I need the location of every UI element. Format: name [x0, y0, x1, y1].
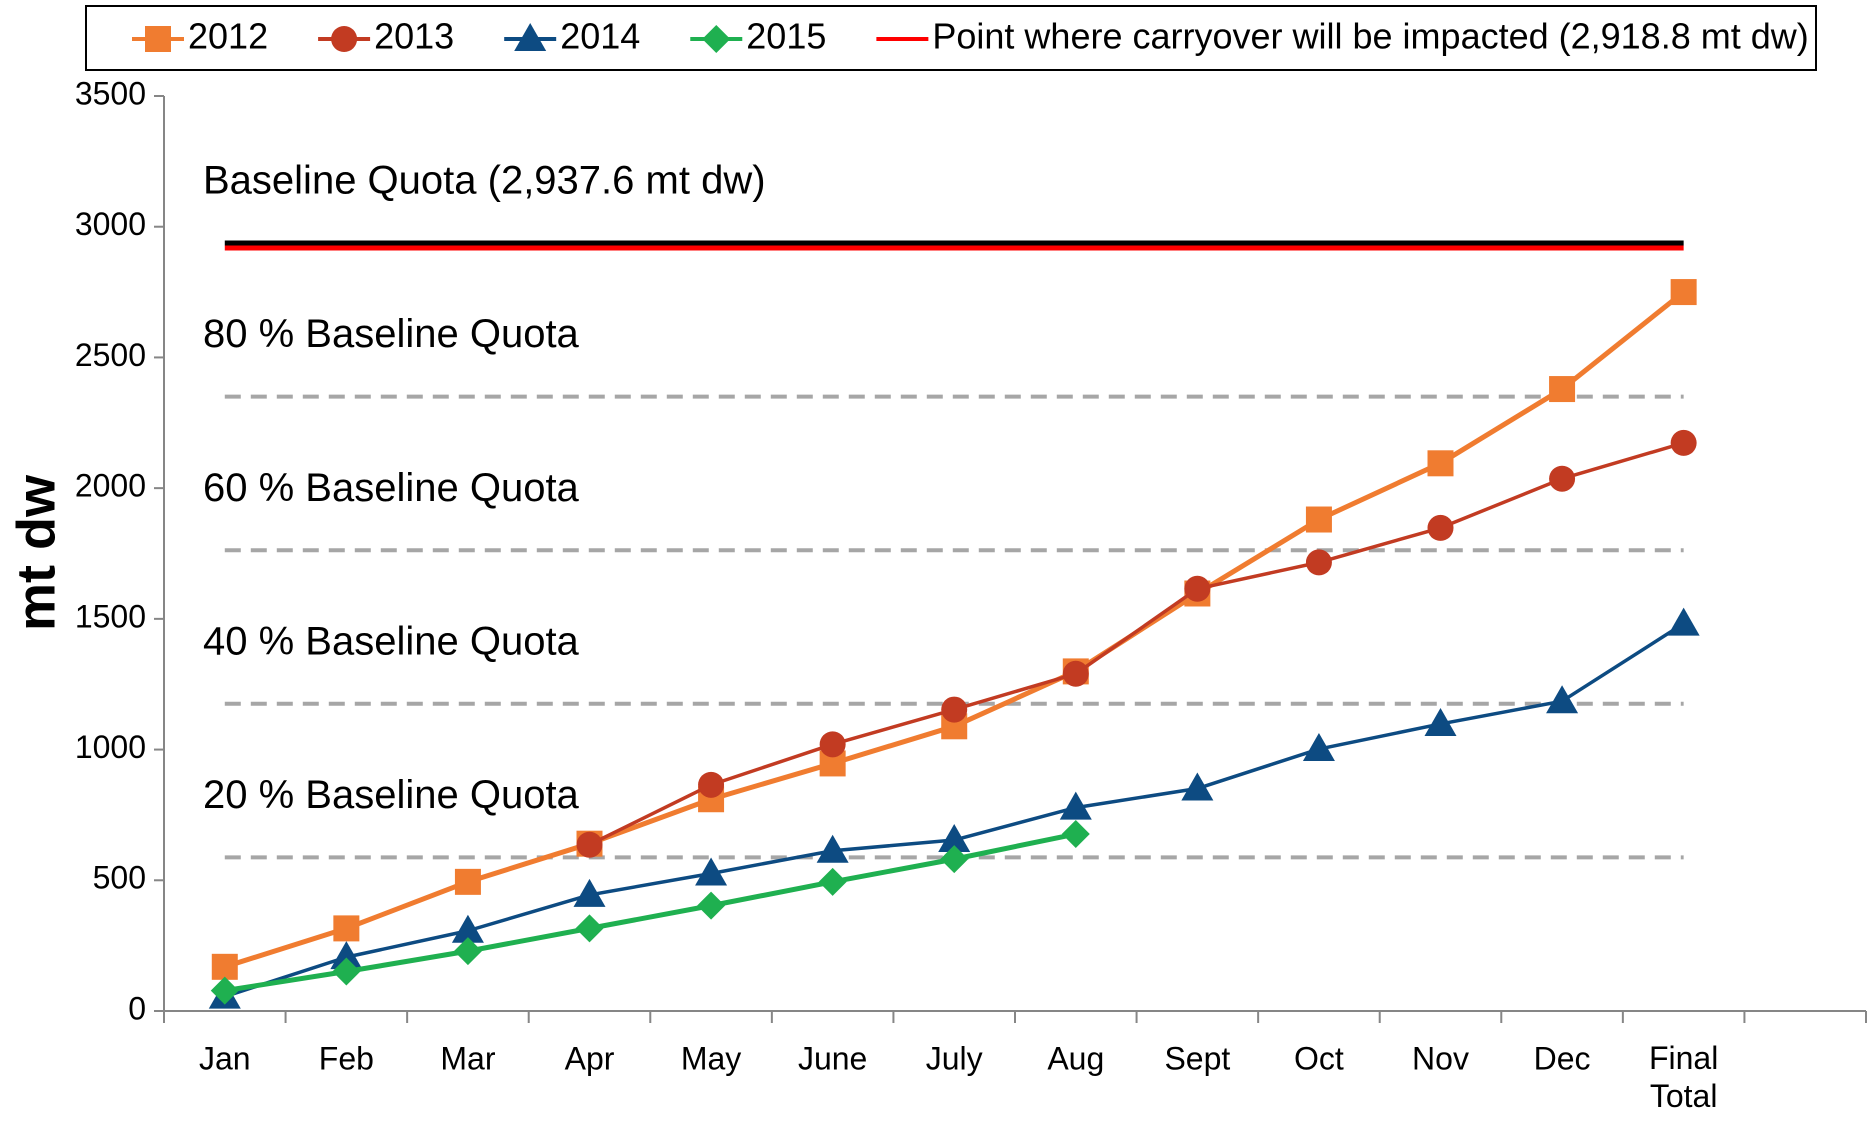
marker [333, 915, 360, 942]
legend-label: 2013 [374, 16, 454, 57]
marker [819, 731, 846, 758]
x-tick-label: Oct [1294, 1040, 1344, 1076]
marker [514, 23, 547, 51]
marker [454, 868, 481, 895]
marker [1546, 685, 1579, 714]
marker [575, 914, 604, 943]
x-tick-label: Sept [1164, 1040, 1230, 1076]
marker [211, 953, 238, 980]
x-tick-label: July [926, 1040, 983, 1076]
y-tick-label: 500 [93, 860, 146, 896]
marker [1181, 772, 1214, 801]
marker [1670, 429, 1697, 456]
marker [938, 824, 971, 853]
series-line [224, 831, 1077, 994]
marker [1427, 514, 1454, 541]
marker [332, 957, 361, 986]
y-axis-label: mt dw [6, 474, 66, 631]
marker [1549, 465, 1576, 492]
legend-box [85, 5, 1817, 71]
x-tick-label: May [681, 1040, 741, 1076]
reference-label: Baseline Quota (2,937.6 mt dw) [203, 159, 766, 203]
series-line [588, 441, 1685, 847]
marker [453, 937, 482, 966]
x-tick-label-line: Total [1650, 1078, 1718, 1114]
marker [1061, 820, 1090, 849]
legend-label: 2014 [560, 16, 640, 57]
marker [1549, 376, 1576, 403]
x-tick-label: Mar [440, 1040, 495, 1076]
reference-label: 40 % Baseline Quota [203, 619, 580, 663]
y-tick-label: 3000 [75, 206, 146, 242]
marker [1302, 733, 1335, 762]
marker [698, 771, 725, 798]
x-tick-label-line: Final [1649, 1040, 1718, 1076]
marker [1184, 575, 1211, 602]
marker [1305, 549, 1332, 576]
x-tick-label: Final Total [1649, 1040, 1718, 1114]
marker [331, 26, 358, 52]
legend-label: 2015 [746, 16, 826, 57]
y-tick-label: 0 [128, 990, 146, 1026]
marker [695, 857, 728, 886]
y-tick-label: 2000 [75, 468, 146, 504]
marker [1667, 607, 1700, 636]
x-tick-label: Jan [199, 1040, 251, 1076]
marker [1305, 506, 1332, 533]
y-tick-label: 3500 [75, 75, 146, 111]
x-tick-label: Dec [1534, 1040, 1591, 1076]
marker [1424, 707, 1457, 736]
x-tick-label: Nov [1412, 1040, 1469, 1076]
marker [1062, 660, 1089, 687]
reference-label: 80 % Baseline Quota [203, 312, 580, 356]
marker [1059, 791, 1092, 820]
marker [451, 914, 484, 943]
marker [210, 976, 239, 1005]
marker [697, 891, 726, 920]
x-tick-label: Feb [319, 1040, 374, 1076]
marker [576, 831, 603, 858]
y-tick-label: 1000 [75, 729, 146, 765]
marker [1427, 450, 1454, 477]
reference-label: 60 % Baseline Quota [203, 466, 580, 510]
x-tick-label: Aug [1047, 1040, 1104, 1076]
marker [818, 867, 847, 896]
marker [573, 878, 606, 907]
y-tick-label: 1500 [75, 598, 146, 634]
marker [816, 834, 849, 863]
legend-label: 2012 [188, 16, 268, 57]
reference-label: 20 % Baseline Quota [203, 773, 580, 817]
marker [1670, 279, 1697, 306]
marker [145, 26, 171, 52]
y-tick-label: 2500 [75, 337, 146, 373]
marker [940, 845, 969, 874]
marker [941, 696, 968, 723]
x-tick-label: Apr [565, 1040, 615, 1076]
marker [330, 941, 363, 970]
x-tick-label: June [798, 1040, 867, 1076]
legend-label: Point where carryover will be impacted (… [932, 16, 1808, 57]
marker [702, 25, 731, 53]
